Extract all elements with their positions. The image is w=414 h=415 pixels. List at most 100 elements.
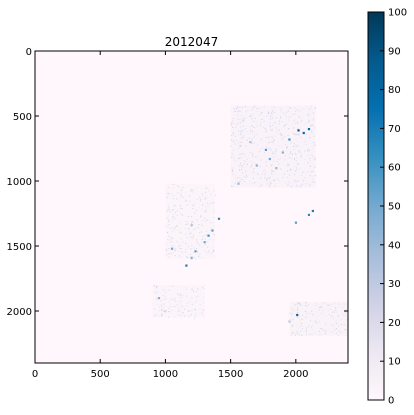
heatmap-speck	[169, 241, 171, 243]
heatmap-cell	[249, 141, 252, 144]
heatmap-speck	[293, 142, 295, 144]
heatmap-speck	[213, 234, 215, 236]
heatmap-speck	[156, 285, 158, 287]
heatmap-speck	[340, 324, 342, 326]
heatmap-speck	[276, 132, 278, 134]
heatmap-speck	[195, 258, 197, 260]
heatmap-speck	[301, 325, 303, 327]
heatmap-speck	[283, 126, 285, 128]
heatmap-speck	[213, 190, 215, 192]
heatmap-speck	[275, 148, 277, 150]
heatmap-speck	[181, 248, 183, 250]
heatmap-speck	[306, 114, 308, 116]
heatmap-speck	[272, 137, 274, 139]
heatmap-speck	[206, 252, 208, 254]
heatmap-speck	[196, 219, 198, 221]
heatmap-speck	[155, 286, 157, 288]
heatmap-speck	[200, 215, 202, 217]
heatmap-speck	[298, 334, 300, 336]
heatmap-speck	[270, 126, 272, 128]
heatmap-speck	[182, 312, 184, 314]
heatmap-speck	[205, 241, 207, 243]
heatmap-speck	[287, 128, 289, 130]
heatmap-speck	[289, 318, 291, 320]
heatmap-speck	[182, 187, 184, 189]
heatmap-speck	[200, 199, 202, 201]
heatmap-speck	[163, 289, 165, 291]
heatmap-speck	[311, 147, 313, 149]
heatmap-speck	[268, 112, 270, 114]
heatmap-speck	[320, 333, 322, 335]
heatmap-speck	[174, 218, 176, 220]
heatmap-speck	[309, 333, 311, 335]
heatmap-speck	[286, 165, 288, 167]
heatmap-speck	[327, 304, 329, 306]
y-tick-label: 2000	[7, 307, 32, 318]
heatmap-speck	[200, 241, 202, 243]
heatmap-speck	[261, 118, 263, 120]
heatmap-speck	[181, 208, 183, 210]
heatmap-speck	[270, 183, 272, 185]
heatmap-speck	[242, 125, 244, 127]
heatmap-speck	[270, 118, 272, 120]
heatmap-speck	[265, 128, 267, 130]
heatmap-speck	[198, 255, 200, 257]
heatmap-speck	[172, 237, 174, 239]
heatmap-region	[289, 301, 348, 336]
heatmap-speck	[166, 217, 168, 219]
heatmap-speck	[201, 215, 203, 217]
heatmap-speck	[255, 163, 257, 165]
heatmap-speck	[285, 182, 287, 184]
heatmap-speck	[173, 205, 175, 207]
heatmap-speck	[285, 114, 287, 116]
heatmap-speck	[264, 174, 266, 176]
heatmap-speck	[245, 174, 247, 176]
heatmap-speck	[265, 165, 267, 167]
heatmap-speck	[321, 313, 323, 315]
heatmap-speck	[309, 108, 311, 110]
heatmap-speck	[172, 306, 174, 308]
heatmap-speck	[173, 250, 175, 252]
heatmap-speck	[304, 123, 306, 125]
heatmap-speck	[254, 117, 256, 119]
heatmap-speck	[271, 106, 273, 108]
heatmap-speck	[164, 295, 166, 297]
heatmap-speck	[184, 315, 186, 317]
heatmap-speck	[345, 329, 347, 331]
heatmap-speck	[311, 130, 313, 132]
heatmap-speck	[309, 165, 311, 167]
heatmap-speck	[285, 116, 287, 118]
heatmap-speck	[243, 163, 245, 165]
heatmap-speck	[232, 120, 234, 122]
heatmap-speck	[240, 141, 242, 143]
heatmap-speck	[249, 180, 251, 182]
heatmap-speck	[184, 251, 186, 253]
heatmap-speck	[249, 151, 251, 153]
heatmap-speck	[180, 227, 182, 229]
heatmap-speck	[314, 320, 316, 322]
heatmap-speck	[307, 303, 309, 305]
heatmap-speck	[188, 310, 190, 312]
heatmap-speck	[163, 298, 165, 300]
heatmap-speck	[203, 301, 205, 303]
heatmap-speck	[176, 210, 178, 212]
heatmap-speck	[182, 241, 184, 243]
heatmap-speck	[232, 133, 234, 135]
heatmap-speck	[273, 106, 275, 108]
heatmap-speck	[180, 208, 182, 210]
heatmap-speck	[314, 166, 316, 168]
heatmap-speck	[305, 183, 307, 185]
heatmap-speck	[191, 303, 193, 305]
heatmap-speck	[280, 134, 282, 136]
heatmap-speck	[290, 168, 292, 170]
heatmap-speck	[161, 312, 163, 314]
heatmap-speck	[281, 146, 283, 148]
heatmap-speck	[314, 175, 316, 177]
heatmap-speck	[290, 142, 292, 144]
colorbar-tick-label: 40	[388, 240, 401, 251]
heatmap-speck	[153, 308, 155, 310]
heatmap-speck	[274, 122, 276, 124]
heatmap-speck	[260, 138, 262, 140]
heatmap-cell	[190, 224, 193, 227]
heatmap-speck	[249, 132, 251, 134]
